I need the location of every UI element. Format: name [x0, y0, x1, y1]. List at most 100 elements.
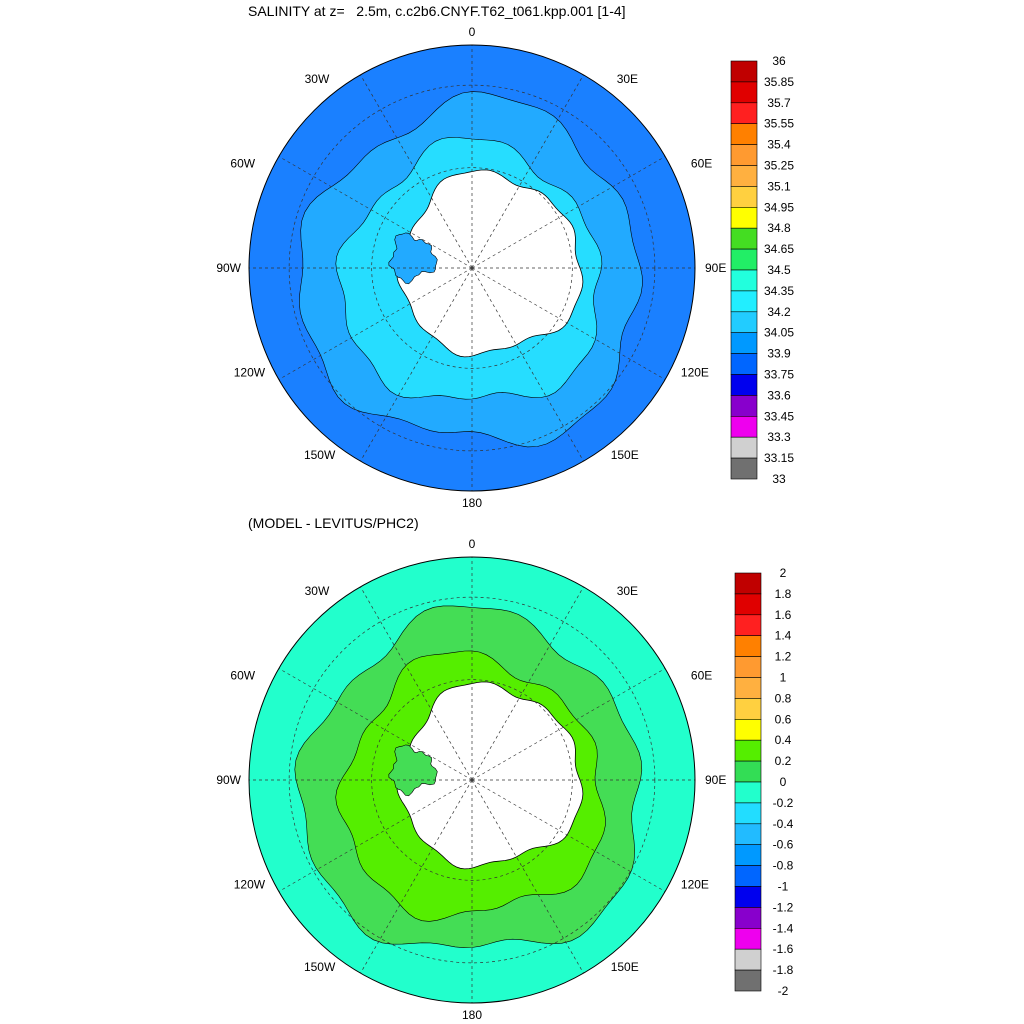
colorbar-label-4: 1.2	[775, 650, 792, 664]
meridian-150	[471, 779, 584, 974]
colorbar-swatch-3	[730, 123, 758, 145]
lon-label-tr: 30E	[617, 72, 638, 86]
top-panel-title: SALINITY at z= 2.5m, c.c2b6.CNYF.T62_t06…	[248, 3, 626, 19]
colorbar-label-19: -1.8	[773, 963, 794, 977]
colorbar-label-10: 34.5	[767, 263, 791, 277]
colorbar-label-19: 33.15	[764, 451, 794, 465]
colorbar-label-8: 0.4	[775, 733, 792, 747]
colorbar-label-11: -0.2	[773, 796, 794, 810]
colorbar-swatch-11	[734, 802, 762, 825]
colorbar-swatch-12	[730, 311, 758, 333]
colorbar-label-9: 0.2	[775, 754, 792, 768]
colorbar-label-9: 34.65	[764, 242, 794, 256]
lon-label-l4: 150W	[304, 448, 336, 462]
colorbar-swatch-14	[734, 865, 762, 887]
colorbar-swatch-12	[734, 823, 762, 845]
lon-label-r: 90E	[705, 261, 726, 275]
colorbar-label-4: 35.4	[767, 138, 791, 152]
colorbar-swatch-13	[734, 844, 762, 866]
colorbar-label-6: 35.1	[767, 179, 791, 193]
bottom-panel-title: (MODEL - LEVITUS/PHC2)	[248, 515, 419, 531]
weddell-feature	[388, 232, 438, 285]
lon-label-r1: 60E	[691, 668, 712, 682]
colorbar-swatch-9	[730, 248, 758, 271]
map-border	[248, 44, 696, 492]
lon-label-tl: 30W	[305, 584, 330, 598]
lon-label-top: 0	[469, 537, 476, 551]
colorbar-label-17: 33.45	[764, 409, 794, 423]
map-field	[249, 45, 695, 491]
colorbar-label-12: 34.2	[767, 305, 791, 319]
colorbar-swatch-0	[730, 60, 758, 83]
lon-label-r1: 60E	[691, 156, 712, 170]
colorbar-label-14: 33.9	[767, 347, 791, 361]
lon-label-bottom: 180	[462, 496, 482, 510]
colorbar-label-2: 1.6	[775, 608, 792, 622]
meridian-210	[360, 779, 473, 974]
colorbar-swatch-6	[730, 186, 758, 208]
colorbar-label-2: 35.7	[767, 96, 791, 110]
latitude-circle-1	[371, 167, 573, 369]
meridian-120	[471, 267, 666, 380]
colorbar-swatch-4	[730, 144, 758, 166]
colorbar-label-10: 0	[780, 775, 787, 789]
lon-label-l1: 60W	[230, 156, 255, 170]
colorbar-swatch-18	[734, 948, 762, 971]
meridian-120	[471, 779, 666, 892]
lon-label-r4: 150E	[611, 960, 639, 974]
colorbar-swatch-2	[734, 614, 762, 636]
map-border	[248, 556, 696, 1004]
meridian-150	[471, 267, 584, 462]
colorbar-swatch-18	[730, 436, 758, 459]
colorbar-label-7: 34.95	[764, 200, 794, 214]
colorbar-swatch-2	[730, 102, 758, 125]
colorbar-label-11: 34.35	[764, 284, 794, 298]
colorbar-swatch-0	[734, 572, 762, 595]
colorbar-label-5: 35.25	[764, 159, 794, 173]
colorbar-label-17: -1.4	[773, 921, 794, 935]
meridian-60	[471, 668, 666, 781]
colorbar-swatch-11	[730, 290, 758, 313]
colorbar-label-13: -0.6	[773, 838, 794, 852]
colorbar: 2 1.8 1.6 1.4 1.2 1 0.8 0.6 0.4 0.2 0 -0.2 -0.4 -0.6 -…	[734, 566, 794, 998]
colorbar-swatch-8	[730, 227, 758, 250]
colorbar-swatch-4	[734, 656, 762, 678]
lon-label-top: 0	[469, 25, 476, 39]
colorbar-label-13: 34.05	[764, 326, 794, 340]
colorbar-label-6: 0.8	[775, 691, 792, 705]
colorbar-swatch-3	[734, 635, 762, 657]
lon-label-r3: 120E	[681, 878, 709, 892]
latitude-circle-1	[371, 679, 573, 881]
lon-label-l: 90W	[216, 773, 241, 787]
colorbar-label-20: 33	[772, 472, 786, 486]
meridian-60	[471, 156, 666, 269]
colorbar-swatch-16	[730, 395, 758, 417]
lon-label-tl: 30W	[305, 72, 330, 86]
colorbar-label-0: 2	[780, 566, 787, 580]
meridian-240	[278, 779, 473, 892]
colorbar-label-16: 33.6	[767, 388, 791, 402]
colorbar-swatch-16	[734, 907, 762, 929]
colorbar-swatch-1	[734, 593, 762, 616]
colorbar-swatch-1	[730, 81, 758, 104]
antarctica-landmass	[396, 681, 584, 870]
lon-label-l3: 120W	[234, 878, 266, 892]
map-panel-1: 0 30E 60E 90E 120E 150E 180 150W 120W 90W 60W 30W 36…	[216, 25, 794, 510]
colorbar-label-12: -0.4	[773, 817, 794, 831]
colorbar-swatch-14	[730, 353, 758, 375]
colorbar-swatch-17	[734, 927, 762, 950]
colorbar-swatch-19	[734, 969, 762, 992]
colorbar-swatch-19	[730, 457, 758, 480]
map-field	[249, 557, 695, 1003]
colorbar-label-18: -1.6	[773, 942, 794, 956]
meridian-300	[278, 668, 473, 781]
colorbar-swatch-10	[730, 269, 758, 292]
colorbar-swatch-6	[734, 698, 762, 720]
colorbar-label-16: -1.2	[773, 900, 794, 914]
colorbar-swatch-5	[734, 677, 762, 699]
meridian-330	[360, 586, 473, 781]
colorbar-label-3: 35.55	[764, 117, 794, 131]
colorbar-label-0: 36	[772, 54, 786, 68]
lon-label-bottom: 180	[462, 1008, 482, 1022]
